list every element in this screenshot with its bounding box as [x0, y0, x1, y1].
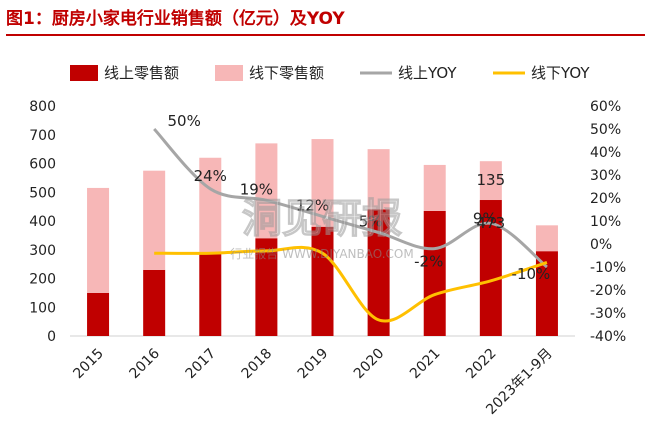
watermark-sub: 行业报告 WWW.DJYANBAO.COM [230, 246, 413, 261]
bar-offline [255, 143, 278, 239]
y-right-tick-label: 10% [590, 214, 621, 230]
legend: 线上零售额 线下零售额 线上YOY 线下YOY [70, 64, 590, 82]
bars [87, 139, 558, 336]
legend-label: 线下YOY [531, 64, 590, 82]
y-left-tick-label: 500 [29, 185, 56, 201]
y-right-tick-label: -20% [590, 283, 626, 299]
bar-online [255, 238, 278, 336]
y-left-tick-label: 200 [29, 272, 56, 288]
y-left-tick-label: 300 [29, 243, 56, 259]
data-label: 19% [240, 180, 273, 198]
data-label: 473 [477, 214, 506, 232]
y-left-tick-label: 700 [29, 128, 56, 144]
bar-offline [479, 161, 502, 201]
bar-offline [87, 187, 110, 293]
y-right-tick-label: 50% [590, 122, 621, 138]
y-right-tick-label: 30% [590, 168, 621, 184]
bar-online [479, 200, 502, 336]
bar-online [311, 226, 334, 336]
legend-swatch [70, 65, 98, 81]
data-label: 5% [359, 213, 383, 231]
y-right-tick-label: -40% [590, 329, 626, 345]
data-labels: 50% 24% 19% 12% 5% -2% 9% -10% 135 473 [167, 112, 550, 283]
x-tick-label: 2015 [70, 346, 107, 383]
legend-label: 线上YOY [398, 64, 457, 82]
y-left-tick-label: 100 [29, 300, 56, 316]
x-tick-label: 2018 [239, 346, 276, 383]
lines [153, 127, 548, 323]
bar-online [87, 292, 110, 336]
legend-label: 线下零售额 [249, 64, 324, 82]
legend-swatch [215, 65, 243, 81]
bar-offline [199, 157, 222, 255]
line-offline-yoy [154, 245, 548, 323]
x-tick-label: 2022 [463, 346, 500, 383]
legend-label: 线上零售额 [104, 64, 179, 82]
x-tick-label: 2016 [126, 345, 163, 382]
bar-online [367, 209, 390, 336]
bar-offline [311, 139, 334, 227]
y-right-tick-label: 60% [590, 99, 621, 115]
chart-title: 图1：厨房小家电行业销售额（亿元）及YOY [6, 9, 345, 29]
bar-online [143, 269, 166, 336]
title-rule [6, 34, 645, 36]
x-tick-label: 2020 [351, 346, 388, 383]
data-label: 24% [194, 167, 227, 185]
bar-online [423, 210, 446, 336]
data-label: 12% [296, 196, 329, 214]
data-label: -2% [414, 253, 443, 271]
y-right-tick-label: 0% [590, 237, 612, 253]
y-left-tick-label: 600 [29, 157, 56, 173]
x-tick-label: 2019 [295, 346, 332, 383]
watermark-main: 洞见研报 [242, 196, 402, 242]
y-right-tick-label: 40% [590, 145, 621, 161]
bar-online [535, 251, 558, 336]
x-tick-label: 2021 [407, 346, 444, 383]
data-label: 9% [473, 209, 497, 227]
y-left-tick-label: 800 [29, 99, 56, 115]
bar-offline [143, 170, 166, 270]
bar-online [199, 254, 222, 336]
bar-offline [367, 149, 390, 210]
y-left-tick-label: 400 [29, 214, 56, 230]
data-label: 50% [167, 112, 200, 130]
y-right-tick-label: -10% [590, 260, 626, 276]
y-right-tick-label: -30% [590, 306, 626, 322]
data-label: 135 [477, 171, 506, 189]
x-tick-label: 2017 [183, 346, 220, 383]
y-left-tick-label: 0 [47, 329, 56, 345]
bar-offline [423, 164, 446, 211]
bar-offline [535, 225, 558, 252]
line-online-yoy [153, 127, 548, 269]
data-label: -10% [512, 265, 551, 283]
y-right-tick-label: 20% [590, 191, 621, 207]
